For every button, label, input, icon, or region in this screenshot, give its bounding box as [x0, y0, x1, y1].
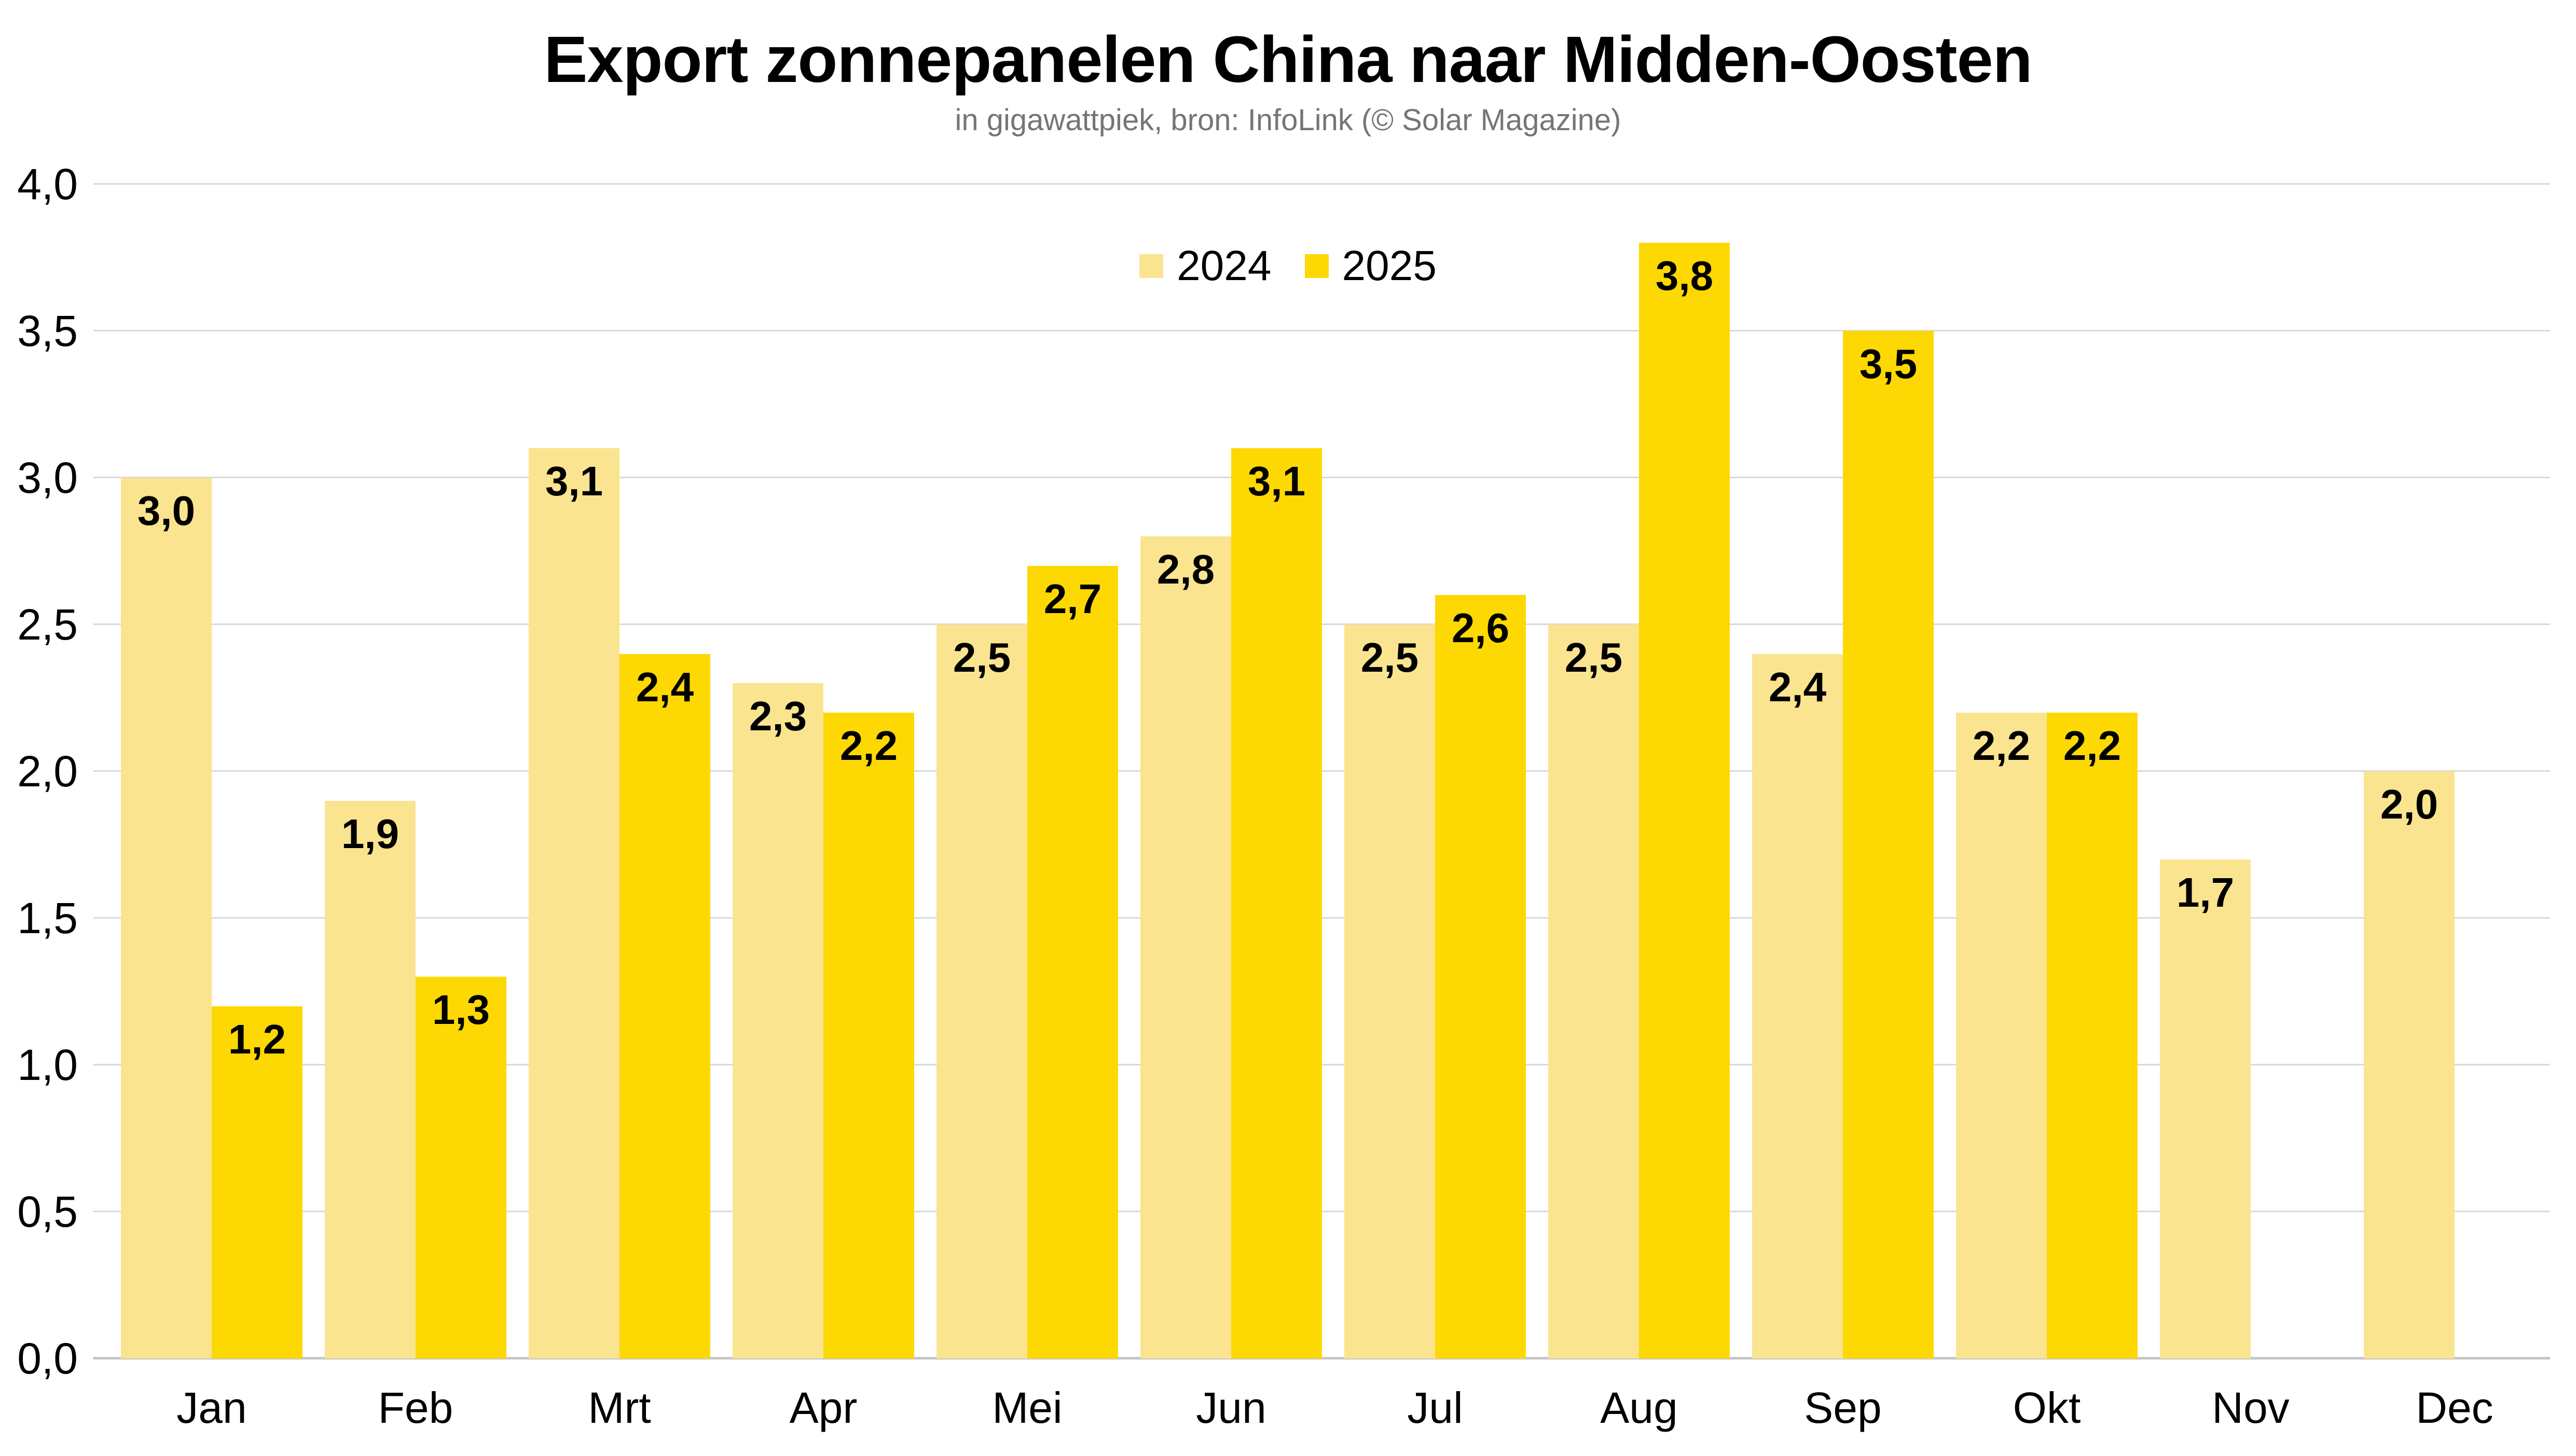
bar-value-label: 2,2: [1972, 723, 2031, 769]
bar-2025-feb: 1,3: [416, 977, 506, 1358]
y-axis-tick-label: 2,5: [17, 600, 78, 649]
legend-label-2024: 2024: [1177, 242, 1272, 289]
chart-subtitle: in gigawattpiek, bron: InfoLink (© Solar…: [955, 103, 1621, 137]
bar-value-label: 2,4: [636, 664, 694, 710]
legend: 2024 2025: [0, 245, 2576, 287]
x-axis-month-label-aug: Aug: [1600, 1383, 1678, 1432]
x-axis-month-label-mrt: Mrt: [588, 1383, 651, 1432]
bar-2024-nov: 1,7: [2160, 859, 2251, 1358]
bar-2025-jul: 2,6: [1435, 595, 1526, 1358]
bar-2024-okt: 2,2: [1956, 713, 2047, 1358]
bar-2025-sep: 3,5: [1843, 331, 1934, 1358]
legend-swatch-2024: [1139, 254, 1164, 278]
bar-2024-mrt: 3,1: [529, 448, 619, 1358]
bar-value-label: 2,5: [1564, 634, 1623, 681]
chart-title: Export zonnepanelen China naar Midden-Oo…: [544, 23, 2032, 96]
bar-value-label: 1,2: [228, 1016, 286, 1062]
bar-value-label: 2,8: [1156, 546, 1215, 592]
bar-2024-jan: 3,0: [121, 478, 212, 1358]
bar-value-label: 2,2: [2063, 723, 2122, 769]
bar-2024-jul: 2,5: [1344, 625, 1435, 1358]
bar-2024-sep: 2,4: [1752, 654, 1843, 1358]
bar-value-label: 2,4: [1768, 664, 1827, 710]
bar-value-label: 3,1: [1247, 458, 1306, 504]
legend-label-2025: 2025: [1342, 242, 1437, 289]
bar-2025-jan: 1,2: [212, 1006, 302, 1358]
bar-2024-aug: 2,5: [1548, 625, 1639, 1358]
bar-value-label: 3,5: [1859, 341, 1918, 387]
legend-item-2025: 2025: [1304, 242, 1437, 289]
x-axis-month-label-jun: Jun: [1196, 1383, 1266, 1432]
bar-value-label: 2,6: [1451, 605, 1510, 651]
y-axis-tick-label: 0,0: [17, 1334, 78, 1383]
bar-value-label: 2,5: [953, 634, 1011, 681]
y-axis-tick-label: 3,5: [17, 307, 78, 355]
gridline: [93, 183, 2550, 185]
bar-value-label: 1,3: [432, 987, 490, 1033]
x-axis-month-label-nov: Nov: [2212, 1383, 2290, 1432]
bar-value-label: 1,7: [2176, 869, 2235, 916]
x-axis-month-label-apr: Apr: [789, 1383, 858, 1432]
bar-2025-aug: 3,8: [1639, 243, 1730, 1358]
gridline: [93, 330, 2550, 331]
y-axis-tick-label: 3,0: [17, 453, 78, 502]
bar-value-label: 1,9: [341, 811, 400, 857]
bar-value-label: 2,0: [2380, 781, 2439, 827]
bar-value-label: 3,0: [137, 488, 196, 534]
bar-value-label: 2,5: [1360, 634, 1419, 681]
bar-2025-mrt: 2,4: [619, 654, 710, 1358]
plot-area: 3,0 1,2 1,9 1,3 3,1 2,4 2,3 2,2 2,5 2,7 2,8 3,1 2,5 2…: [93, 183, 2550, 1360]
x-axis-month-label-mei: Mei: [992, 1383, 1063, 1432]
bar-2024-dec: 2,0: [2364, 771, 2455, 1358]
x-axis-month-label-okt: Okt: [2013, 1383, 2081, 1432]
y-axis-tick-label: 0,5: [17, 1187, 78, 1236]
bar-2024-apr: 2,3: [733, 683, 823, 1358]
bar-value-label: 2,3: [749, 693, 807, 739]
x-axis-month-label-jan: Jan: [176, 1383, 247, 1432]
legend-item-2024: 2024: [1139, 242, 1272, 289]
bar-2025-mei: 2,7: [1027, 566, 1118, 1358]
bar-value-label: 2,2: [839, 723, 898, 769]
x-axis-month-label-feb: Feb: [378, 1383, 453, 1432]
x-axis-month-label-dec: Dec: [2416, 1383, 2494, 1432]
bar-2025-okt: 2,2: [2047, 713, 2138, 1358]
bar-2024-jun: 2,8: [1140, 536, 1231, 1358]
bar-value-label: 3,1: [545, 458, 603, 504]
bar-2024-feb: 1,9: [325, 801, 416, 1358]
x-axis-month-label-sep: Sep: [1804, 1383, 1882, 1432]
bar-2024-mei: 2,5: [936, 625, 1027, 1358]
x-axis-month-label-jul: Jul: [1407, 1383, 1463, 1432]
y-axis-tick-label: 1,5: [17, 894, 78, 942]
y-axis-tick-label: 1,0: [17, 1041, 78, 1089]
y-axis-tick-label: 4,0: [17, 160, 78, 209]
y-axis-tick-label: 2,0: [17, 747, 78, 796]
bar-2025-apr: 2,2: [823, 713, 914, 1358]
legend-swatch-2025: [1304, 254, 1329, 278]
bar-value-label: 3,8: [1655, 253, 1714, 299]
bar-2025-jun: 3,1: [1231, 448, 1322, 1358]
bar-value-label: 2,7: [1043, 576, 1102, 622]
